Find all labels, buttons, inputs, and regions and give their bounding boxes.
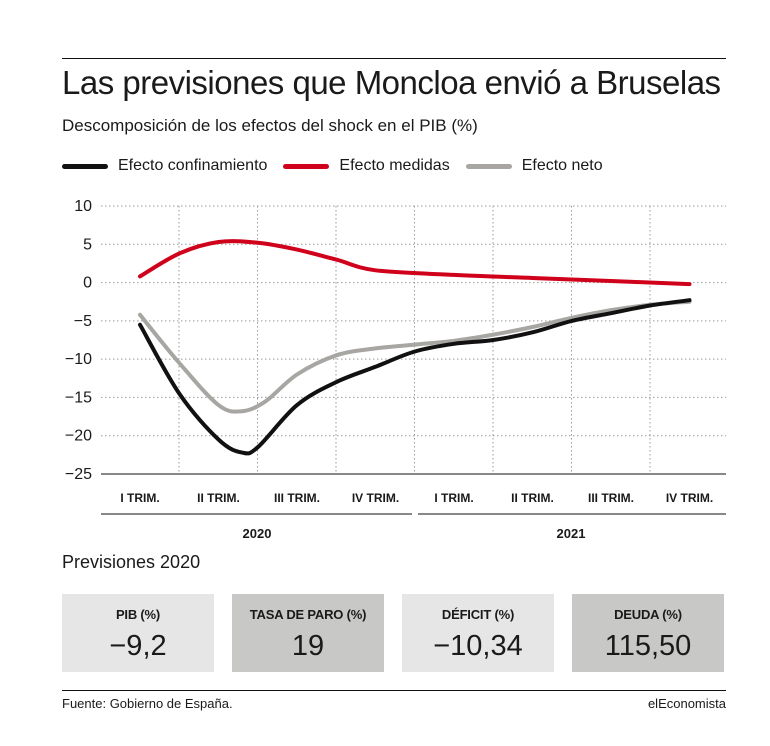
forecast-value-deficit: −10,34 bbox=[433, 630, 523, 662]
x-tick-label: I TRIM. bbox=[434, 491, 473, 505]
forecast-box-deficit: DÉFICIT (%) −10,34 bbox=[402, 594, 554, 672]
forecast-title: Previsiones 2020 bbox=[62, 552, 201, 572]
y-tick-label: 5 bbox=[83, 236, 92, 253]
x-tick-label: III TRIM. bbox=[588, 491, 634, 505]
series-line-neto bbox=[138, 299, 692, 414]
y-tick-label: 10 bbox=[74, 198, 92, 215]
legend-item-medidas: Efecto medidas bbox=[283, 157, 450, 175]
year-label-2021: 2021 bbox=[557, 526, 586, 541]
legend-item-confinamiento: Efecto confinamiento bbox=[62, 157, 267, 175]
legend-item-neto: Efecto neto bbox=[465, 157, 603, 175]
forecast-box-paro: TASA DE PARO (%) 19 bbox=[232, 594, 384, 672]
forecast-box-pib: PIB (%) −9,2 bbox=[62, 594, 214, 672]
forecast-label-deficit: DÉFICIT (%) bbox=[441, 607, 515, 622]
forecast-value-paro: 19 bbox=[291, 630, 325, 662]
forecast-box-deuda: DEUDA (%) 115,50 bbox=[572, 594, 724, 672]
x-tick-label: II TRIM. bbox=[197, 491, 240, 505]
series-line-confinamiento bbox=[138, 298, 692, 456]
legend: Efecto confinamiento Efecto medidas Efec… bbox=[62, 156, 619, 176]
legend-label-neto: Efecto neto bbox=[521, 157, 603, 174]
y-tick-label: −5 bbox=[74, 313, 92, 330]
x-tick-label: IV TRIM. bbox=[352, 491, 399, 505]
forecast-value-deuda: 115,50 bbox=[604, 630, 692, 662]
x-tick-label: III TRIM. bbox=[274, 491, 320, 505]
legend-swatch-medidas bbox=[283, 163, 330, 169]
source-note: Fuente: Gobierno de España. bbox=[62, 696, 233, 711]
legend-swatch-confinamiento bbox=[62, 163, 108, 169]
y-tick-label: −25 bbox=[65, 466, 92, 483]
legend-label-confinamiento: Efecto confinamiento bbox=[118, 157, 268, 174]
x-tick-label: IV TRIM. bbox=[666, 491, 713, 505]
line-chart: 10 5 0 −5 −10 −15 −20 −25 I TRIM. II TRIM. III TRI… bbox=[65, 198, 726, 541]
legend-swatch-neto bbox=[465, 163, 512, 169]
chart-title: Las previsiones que Moncloa envió a Brus… bbox=[62, 64, 721, 101]
forecast-label-paro: TASA DE PARO (%) bbox=[249, 607, 367, 622]
legend-label-medidas: Efecto medidas bbox=[339, 157, 450, 174]
forecast-label-pib: PIB (%) bbox=[115, 607, 161, 622]
forecast-label-deuda: DEUDA (%) bbox=[614, 607, 682, 622]
series-line-medidas bbox=[138, 239, 692, 287]
year-label-2020: 2020 bbox=[243, 526, 272, 541]
y-tick-label: −10 bbox=[65, 351, 92, 368]
chart-subtitle: Descomposición de los efectos del shock … bbox=[62, 116, 478, 135]
y-tick-label: 0 bbox=[83, 275, 92, 292]
top-rule bbox=[62, 58, 726, 59]
brand-logo: elEconomista bbox=[647, 696, 726, 711]
footer-rule bbox=[62, 690, 726, 691]
forecast-boxes: PIB (%) −9,2 TASA DE PARO (%) 19 DÉFICIT… bbox=[62, 594, 726, 672]
x-tick-label: I TRIM. bbox=[120, 491, 159, 505]
forecast-value-pib: −9,2 bbox=[109, 630, 167, 662]
y-tick-label: −15 bbox=[65, 389, 92, 406]
y-tick-label: −20 bbox=[65, 428, 92, 445]
x-tick-label: II TRIM. bbox=[511, 491, 554, 505]
